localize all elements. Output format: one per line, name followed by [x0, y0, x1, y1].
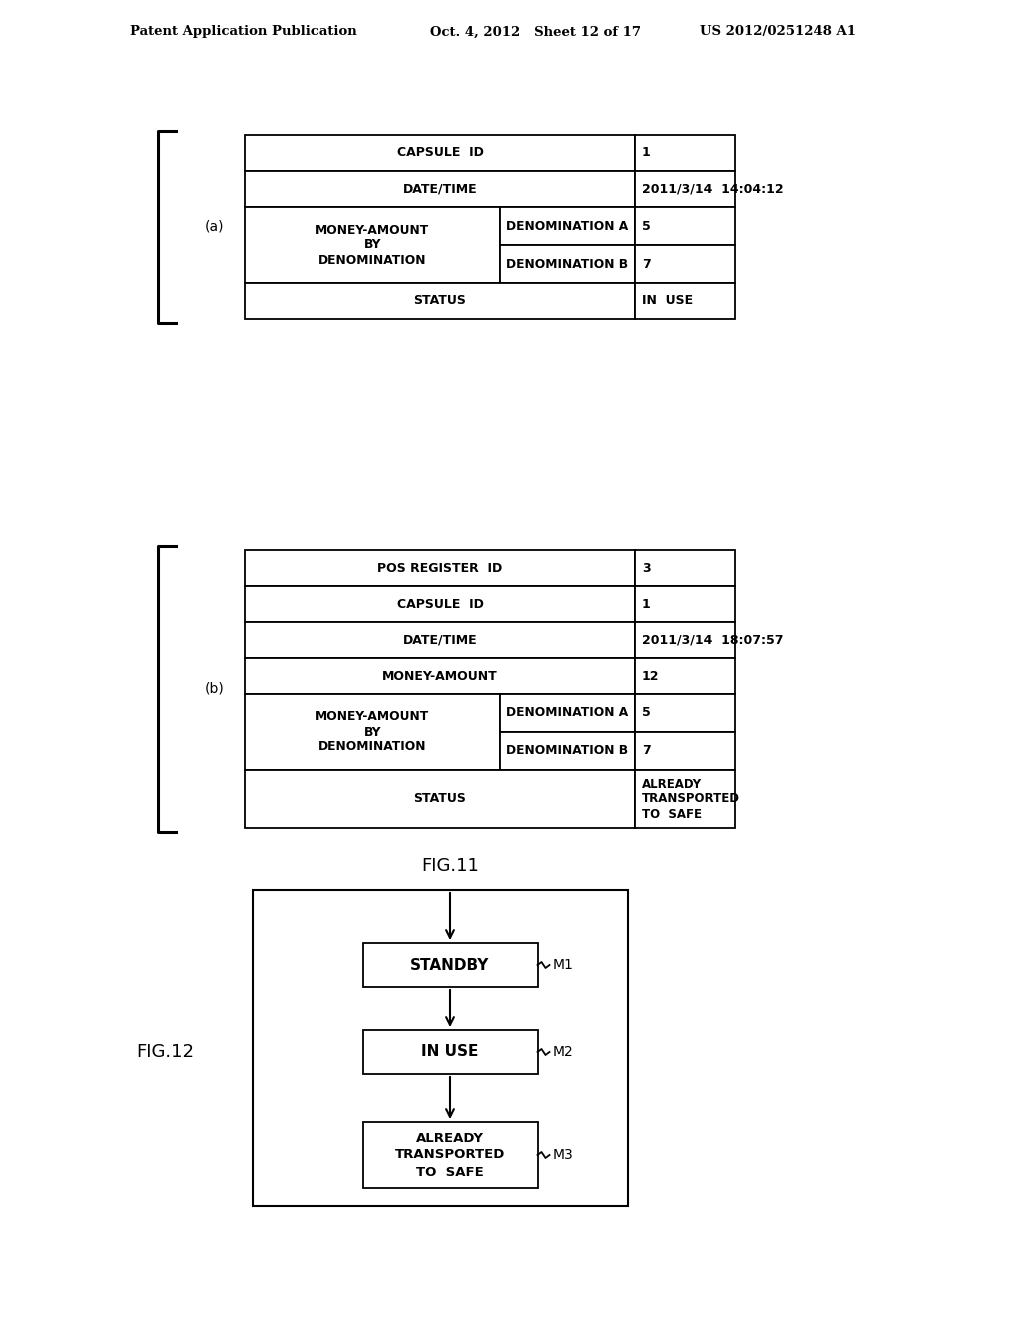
Text: M2: M2	[553, 1045, 573, 1059]
Bar	[245, 586, 635, 622]
Text: STANDBY: STANDBY	[411, 957, 489, 973]
Bar	[362, 942, 538, 987]
Text: M3: M3	[553, 1148, 573, 1162]
Text: 5: 5	[642, 706, 650, 719]
Text: ALREADY
TRANSPORTED
TO  SAFE: ALREADY TRANSPORTED TO SAFE	[642, 777, 740, 821]
Text: 2011/3/14  14:04:12: 2011/3/14 14:04:12	[642, 182, 783, 195]
Text: ALREADY
TRANSPORTED
TO  SAFE: ALREADY TRANSPORTED TO SAFE	[395, 1131, 505, 1179]
Bar	[245, 694, 500, 770]
Bar	[362, 1030, 538, 1074]
Bar	[245, 207, 500, 282]
Bar	[635, 246, 735, 282]
Text: (b): (b)	[205, 682, 225, 696]
Text: STATUS: STATUS	[414, 294, 467, 308]
Bar	[635, 282, 735, 319]
Bar	[245, 135, 635, 172]
Text: MONEY-AMOUNT
BY
DENOMINATION: MONEY-AMOUNT BY DENOMINATION	[315, 223, 430, 267]
Text: IN USE: IN USE	[421, 1044, 478, 1060]
Text: DATE/TIME: DATE/TIME	[402, 182, 477, 195]
Text: CAPSULE  ID: CAPSULE ID	[396, 147, 483, 160]
Text: 1: 1	[642, 598, 650, 610]
Bar	[635, 135, 735, 172]
Bar	[635, 694, 735, 733]
Text: POS REGISTER  ID: POS REGISTER ID	[378, 561, 503, 574]
Text: MONEY-AMOUNT
BY
DENOMINATION: MONEY-AMOUNT BY DENOMINATION	[315, 710, 430, 754]
Text: DENOMINATION A: DENOMINATION A	[507, 219, 629, 232]
Text: 7: 7	[642, 257, 650, 271]
Text: (a): (a)	[205, 220, 224, 234]
Bar	[635, 733, 735, 770]
Text: DENOMINATION A: DENOMINATION A	[507, 706, 629, 719]
Text: 1: 1	[642, 147, 650, 160]
Bar	[245, 282, 635, 319]
Text: MONEY-AMOUNT: MONEY-AMOUNT	[382, 669, 498, 682]
Bar	[500, 207, 635, 246]
Bar	[500, 694, 635, 733]
Bar	[635, 172, 735, 207]
Text: STATUS: STATUS	[414, 792, 467, 805]
Bar	[635, 207, 735, 246]
Bar	[635, 622, 735, 657]
Text: Oct. 4, 2012   Sheet 12 of 17: Oct. 4, 2012 Sheet 12 of 17	[430, 25, 641, 38]
Text: 7: 7	[642, 744, 650, 758]
Bar	[362, 1122, 538, 1188]
Text: DENOMINATION B: DENOMINATION B	[507, 257, 629, 271]
Text: US 2012/0251248 A1: US 2012/0251248 A1	[700, 25, 856, 38]
Bar	[245, 622, 635, 657]
Text: 3: 3	[642, 561, 650, 574]
Text: DATE/TIME: DATE/TIME	[402, 634, 477, 647]
Text: IN  USE: IN USE	[642, 294, 693, 308]
Text: CAPSULE  ID: CAPSULE ID	[396, 598, 483, 610]
Bar	[500, 246, 635, 282]
Bar	[245, 172, 635, 207]
Bar	[500, 733, 635, 770]
Bar	[635, 657, 735, 694]
Bar	[253, 890, 628, 1206]
Text: Patent Application Publication: Patent Application Publication	[130, 25, 356, 38]
Bar	[245, 550, 635, 586]
Bar	[245, 657, 635, 694]
Bar	[245, 770, 635, 828]
Text: FIG.12: FIG.12	[136, 1043, 194, 1061]
Bar	[635, 770, 735, 828]
Text: 2011/3/14  18:07:57: 2011/3/14 18:07:57	[642, 634, 783, 647]
Text: FIG.11: FIG.11	[421, 857, 479, 875]
Text: DENOMINATION B: DENOMINATION B	[507, 744, 629, 758]
Text: M1: M1	[553, 958, 573, 972]
Text: 5: 5	[642, 219, 650, 232]
Text: 12: 12	[642, 669, 659, 682]
Bar	[635, 586, 735, 622]
Bar	[635, 550, 735, 586]
